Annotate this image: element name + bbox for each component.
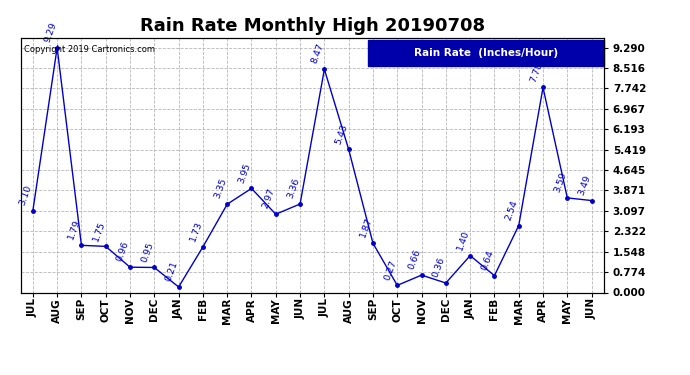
Text: Copyright 2019 Cartronics.com: Copyright 2019 Cartronics.com [23, 45, 155, 54]
Text: 1.73: 1.73 [188, 220, 204, 243]
Text: 1.79: 1.79 [67, 218, 82, 241]
Text: 1.40: 1.40 [455, 229, 471, 252]
Text: 3.49: 3.49 [577, 174, 593, 196]
Text: 0.96: 0.96 [115, 240, 131, 263]
Text: 3.36: 3.36 [285, 177, 301, 200]
Text: 0.27: 0.27 [382, 258, 398, 281]
Text: 3.59: 3.59 [553, 171, 568, 194]
Bar [368, 40, 604, 66]
Text: 5.43: 5.43 [334, 122, 350, 145]
Text: 0.64: 0.64 [480, 249, 495, 272]
Text: 1.87: 1.87 [358, 216, 374, 239]
Text: 0.21: 0.21 [164, 260, 179, 283]
Text: 0.66: 0.66 [407, 248, 422, 271]
Text: 9.29: 9.29 [42, 21, 58, 44]
Text: 1.75: 1.75 [91, 219, 106, 242]
Title: Rain Rate Monthly High 20190708: Rain Rate Monthly High 20190708 [139, 16, 485, 34]
Text: 3.35: 3.35 [213, 177, 228, 200]
Text: 3.10: 3.10 [18, 184, 34, 207]
Text: 2.97: 2.97 [261, 187, 277, 210]
Text: 3.95: 3.95 [237, 161, 253, 184]
Text: 2.54: 2.54 [504, 199, 520, 221]
Text: 0.95: 0.95 [139, 240, 155, 263]
Text: 0.36: 0.36 [431, 256, 446, 279]
Text: Rain Rate  (Inches/Hour): Rain Rate (Inches/Hour) [413, 48, 558, 58]
Text: 8.47: 8.47 [310, 42, 325, 65]
Text: 7.78: 7.78 [529, 60, 544, 83]
